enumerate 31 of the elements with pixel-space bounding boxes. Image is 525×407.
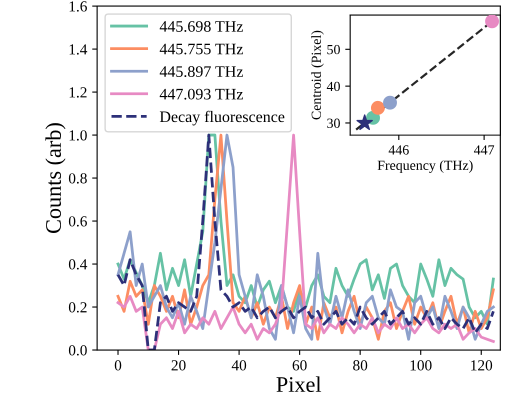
x-tick-label: 0 [114, 360, 122, 370]
y-tick-label: 30 [327, 118, 340, 128]
legend-label: 445.698 THz [160, 21, 243, 32]
y-axis-title: Counts (arb) [45, 123, 66, 234]
y-axis-title: Centroid (Pixel) [311, 30, 324, 120]
legend-label: Decay fluorescence [160, 110, 284, 126]
x-tick-label: 60 [292, 360, 307, 370]
y-tick-label: 1.2 [70, 87, 87, 98]
y-tick-label: 0.8 [68, 173, 87, 184]
x-tick-label: 100 [410, 360, 432, 370]
y-tick-label: 50 [327, 44, 340, 54]
y-tick-label: 1.4 [70, 44, 88, 55]
x-tick-label: 20 [172, 360, 186, 370]
x-tick-label: 80 [353, 360, 368, 370]
x-tick-label: 446 [388, 145, 409, 155]
legend-label: 445.755 THz [160, 44, 243, 54]
y-tick-label: 0.2 [68, 302, 87, 313]
x-axis-title: Frequency (THz) [378, 160, 473, 173]
y-tick-label: 40 [326, 82, 340, 92]
x-axis-title: Pixel [276, 376, 322, 392]
y-tick-label: 1.0 [70, 130, 87, 141]
legend-label: 445.897 THz [160, 66, 243, 78]
y-tick-label: 0.4 [68, 259, 88, 270]
legend-label: 447.093 THz [160, 88, 243, 100]
point [356, 114, 373, 130]
x-tick-label: 120 [471, 360, 492, 370]
x-tick-label: 40 [232, 360, 246, 370]
y-tick-label: 1.6 [70, 1, 87, 12]
y-tick-label: 0.6 [68, 216, 87, 227]
y-tick-label: 0.0 [68, 345, 87, 356]
x-tick-label: 447 [474, 145, 494, 154]
